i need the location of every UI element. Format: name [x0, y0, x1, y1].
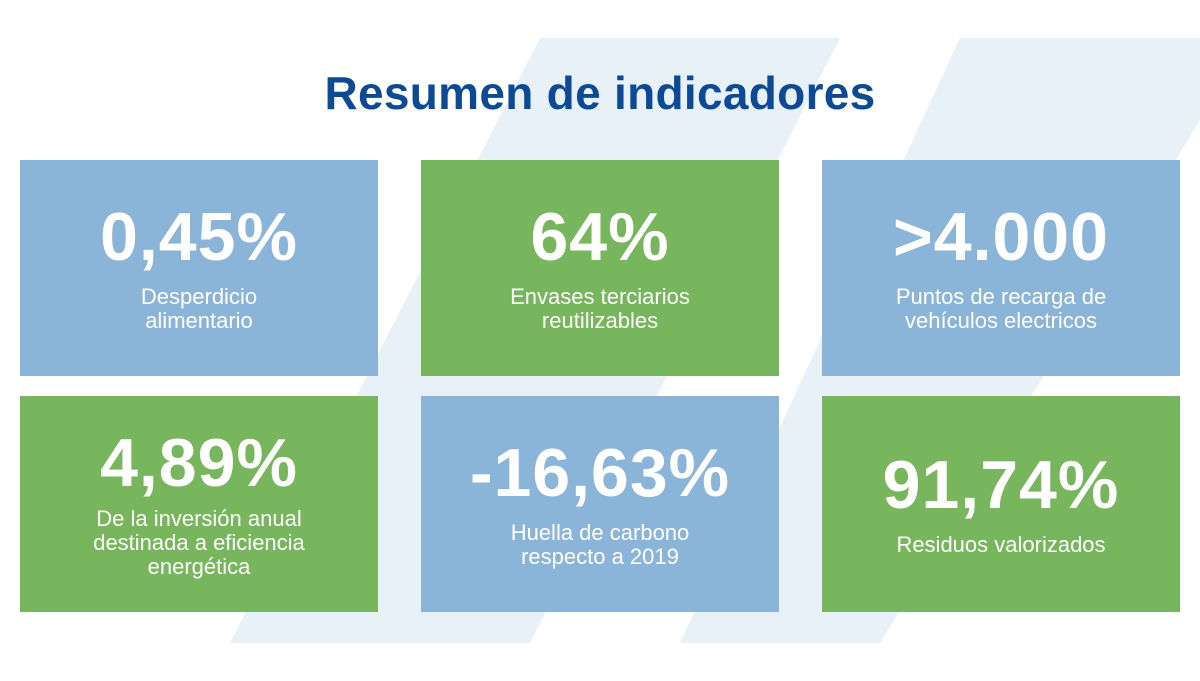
indicator-card-energy-efficiency-investment: 4,89% De la inversión anual destinada a … — [20, 396, 378, 612]
label-line: reutilizables — [541, 308, 659, 333]
indicator-card-food-waste: 0,45% Desperdicio alimentario — [20, 160, 378, 376]
indicator-value: >4.000 — [893, 199, 1109, 275]
indicator-card-reusable-packaging: 64% Envases terciarios reutilizables — [421, 160, 779, 376]
label-line: Residuos valorizados — [896, 532, 1106, 557]
label-line: energética — [147, 554, 251, 579]
indicator-label: Huella de carbono respecto a 2019 — [491, 521, 710, 569]
indicator-value: 0,45% — [100, 199, 298, 275]
label-line: Envases terciarios — [510, 284, 690, 309]
label-line: destinada a eficiencia — [93, 530, 305, 555]
label-line: respecto a 2019 — [521, 544, 679, 569]
indicator-value: 4,89% — [100, 425, 298, 501]
indicator-card-ev-charging-points: >4.000 Puntos de recarga de vehículos el… — [822, 160, 1180, 376]
page-title: Resumen de indicadores — [324, 67, 876, 119]
indicator-value: 64% — [530, 199, 670, 275]
label-line: vehículos electricos — [905, 308, 1097, 333]
label-line: Huella de carbono — [510, 520, 690, 545]
indicator-card-carbon-footprint: -16,63% Huella de carbono respecto a 201… — [421, 396, 779, 612]
label-line: Puntos de recarga de — [895, 284, 1107, 309]
indicator-label: Puntos de recarga de vehículos electrico… — [876, 285, 1126, 333]
indicator-value: -16,63% — [469, 435, 731, 511]
label-line: De la inversión anual — [96, 506, 302, 531]
label-line: Desperdicio — [140, 284, 258, 309]
indicator-label: Envases terciarios reutilizables — [490, 285, 710, 333]
indicator-label: De la inversión anual destinada a eficie… — [73, 507, 325, 579]
indicator-label: Desperdicio alimentario — [121, 285, 277, 333]
indicator-label: Residuos valorizados — [876, 533, 1125, 557]
label-line: alimentario — [145, 308, 253, 333]
indicator-card-recovered-waste: 91,74% Residuos valorizados — [822, 396, 1180, 612]
indicator-value: 91,74% — [882, 447, 1120, 523]
